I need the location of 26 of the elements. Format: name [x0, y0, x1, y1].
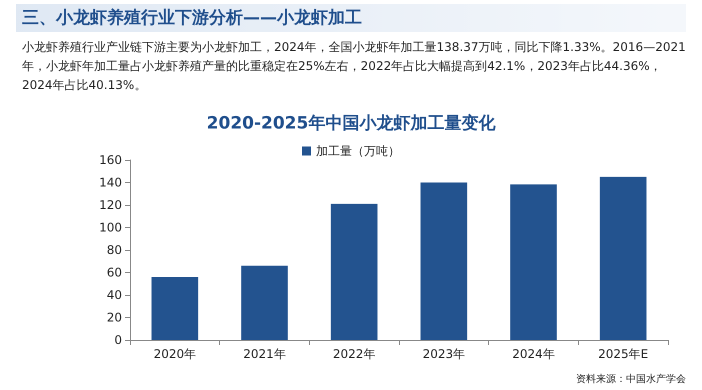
x-tick-label: 2025年E [598, 347, 648, 361]
y-tick-label: 140 [99, 176, 122, 190]
text: 资料来源：中国水产学会 [576, 372, 686, 386]
bar [330, 204, 378, 340]
x-tick-label: 2021年 [243, 347, 286, 361]
chart-title: 2020-2025年中国小龙虾加工量变化 [206, 114, 496, 134]
y-tick-label: 80 [106, 243, 122, 257]
y-tick-label: 100 [99, 220, 122, 234]
bar [152, 277, 198, 340]
y-tick-label: 60 [106, 266, 122, 280]
x-tick-label: 2023年 [422, 347, 466, 361]
y-tick-label: 40 [106, 288, 122, 302]
y-tick-label: 0 [114, 333, 122, 347]
text: 三、小龙虾养殖行业下游分析——小龙虾加工 [16, 4, 686, 32]
y-tick-label: 160 [99, 153, 122, 167]
y-tick-label: 120 [99, 198, 122, 212]
bar [241, 266, 288, 340]
x-tick-label: 2022年 [332, 347, 376, 361]
x-tick-label: 2020年 [154, 347, 196, 361]
legend-label: 加工量（万吨） [316, 144, 400, 158]
x-tick-label: 2024年 [512, 347, 555, 361]
bar [600, 176, 646, 340]
bar [510, 184, 557, 340]
text: 小龙虾养殖行业产业链下游主要为小龙虾加工，2024年，全国小龙虾年加工量138.37万吨，同比下降1.33%。2016—2021年，小龙虾年加工量占小龙虾养殖产量的比重稳定在25%左右，2022年占比大幅提高到42.1%，2023年占比44.36%，2024年占比40.13%。 [22, 39, 687, 94]
y-tick-label: 20 [106, 310, 122, 324]
bar [420, 182, 468, 340]
